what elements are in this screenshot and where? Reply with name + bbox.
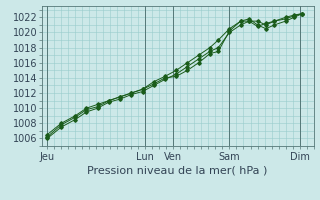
- X-axis label: Pression niveau de la mer( hPa ): Pression niveau de la mer( hPa ): [87, 166, 268, 176]
